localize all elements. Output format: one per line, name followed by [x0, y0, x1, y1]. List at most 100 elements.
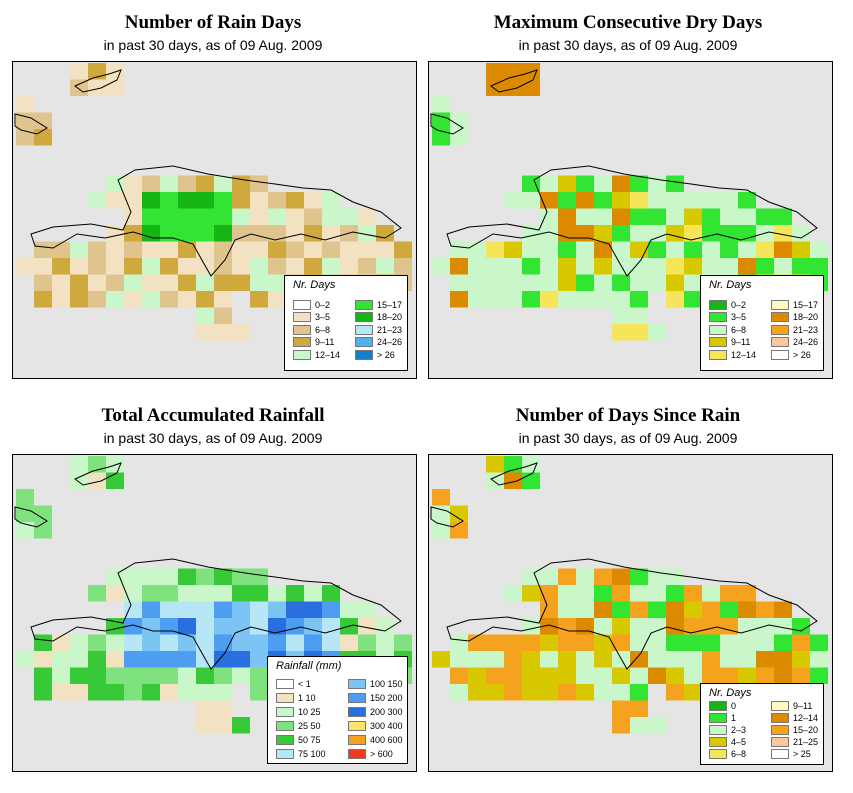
grid-cell	[558, 192, 576, 209]
grid-cell	[34, 634, 52, 651]
legend-swatch	[771, 724, 789, 735]
grid-cell	[286, 192, 304, 209]
legend-item: 100 150	[348, 677, 403, 689]
legend-label: > 25	[793, 748, 811, 759]
panel-title-dry-days: Maximum Consecutive Dry Days	[493, 12, 763, 33]
grid-cell	[304, 634, 322, 651]
legend-item: 6–8	[709, 747, 746, 759]
grid-cell	[738, 225, 756, 242]
grid-cell	[630, 258, 648, 275]
grid-cell	[612, 717, 630, 734]
grid-cell	[594, 634, 612, 651]
grid-cell	[702, 192, 720, 209]
grid-cell	[504, 472, 522, 489]
grid-cell	[684, 618, 702, 635]
grid-cell	[340, 258, 358, 275]
legend-swatch	[709, 299, 727, 310]
grid-cell	[106, 258, 124, 275]
grid-cell	[486, 274, 504, 291]
grid-cell	[232, 258, 250, 275]
legend-swatch	[276, 706, 294, 717]
grid-cell	[720, 585, 738, 602]
grid-cell	[214, 324, 232, 341]
grid-cell	[684, 192, 702, 209]
grid-cell	[142, 225, 160, 242]
grid-cell	[304, 241, 322, 258]
grid-cell	[450, 258, 468, 275]
grid-cell	[612, 192, 630, 209]
legend-label: 9–11	[315, 337, 335, 348]
legend-label: > 26	[793, 349, 811, 360]
grid-cell	[250, 568, 268, 585]
grid-cell	[88, 472, 106, 489]
grid-cell	[540, 634, 558, 651]
legend-swatch	[709, 736, 727, 747]
legend-label: 4–5	[731, 736, 747, 747]
grid-cell	[630, 684, 648, 701]
grid-cell	[522, 192, 540, 209]
grid-cell	[522, 634, 540, 651]
grid-cell	[720, 601, 738, 618]
legend-swatch	[276, 720, 294, 731]
grid-cell	[648, 258, 666, 275]
legend-swatch	[709, 748, 727, 759]
grid-cell	[576, 175, 594, 192]
legend-label: 12–14	[731, 349, 757, 360]
grid-cell	[142, 618, 160, 635]
grid-cell	[612, 225, 630, 242]
grid-cell	[594, 291, 612, 308]
legend-item: 50 75	[276, 733, 321, 745]
grid-cell	[394, 258, 412, 275]
grid-cell	[630, 618, 648, 635]
grid-cell	[286, 601, 304, 618]
grid-cell	[450, 634, 468, 651]
grid-cell	[792, 225, 810, 242]
grid-cell	[250, 291, 268, 308]
legend-item: 400 600	[348, 733, 403, 745]
grid-cell	[304, 192, 322, 209]
legend-item: > 600	[348, 747, 393, 759]
legend-item: 6–8	[293, 323, 330, 335]
grid-cell	[268, 601, 286, 618]
grid-cell	[178, 208, 196, 225]
legend-label: 15–17	[377, 299, 403, 310]
legend-label: 200 300	[370, 706, 403, 717]
legend-item: 4–5	[709, 735, 746, 747]
grid-cell	[358, 241, 376, 258]
grid-cell	[142, 192, 160, 209]
coastline	[14, 506, 48, 528]
grid-cell	[612, 307, 630, 324]
legend-label: 50 75	[298, 734, 321, 745]
grid-cell	[340, 601, 358, 618]
grid-cell	[196, 274, 214, 291]
grid-cell	[468, 258, 486, 275]
grid-cell	[70, 651, 88, 668]
grid-cell	[594, 175, 612, 192]
grid-cell	[720, 258, 738, 275]
legend-label: 18–20	[377, 312, 403, 323]
grid-cell	[160, 208, 178, 225]
grid-cell	[486, 684, 504, 701]
grid-cell	[268, 585, 286, 602]
grid-cell	[106, 472, 124, 489]
grid-cell	[250, 634, 268, 651]
grid-cell	[432, 129, 450, 146]
grid-cell	[286, 225, 304, 242]
grid-cell	[178, 274, 196, 291]
grid-cell	[304, 208, 322, 225]
grid-cell	[124, 618, 142, 635]
legend-item: 10 25	[276, 705, 321, 717]
grid-cell	[792, 241, 810, 258]
grid-cell	[52, 667, 70, 684]
legend-swatch	[293, 337, 311, 348]
grid-cell	[124, 258, 142, 275]
grid-cell	[648, 601, 666, 618]
grid-cell	[286, 241, 304, 258]
grid-cell	[160, 568, 178, 585]
grid-cell	[522, 274, 540, 291]
legend-item: 9–11	[771, 699, 812, 711]
grid-cell	[196, 618, 214, 635]
grid-cell	[720, 208, 738, 225]
grid-cell	[160, 175, 178, 192]
grid-cell	[160, 274, 178, 291]
